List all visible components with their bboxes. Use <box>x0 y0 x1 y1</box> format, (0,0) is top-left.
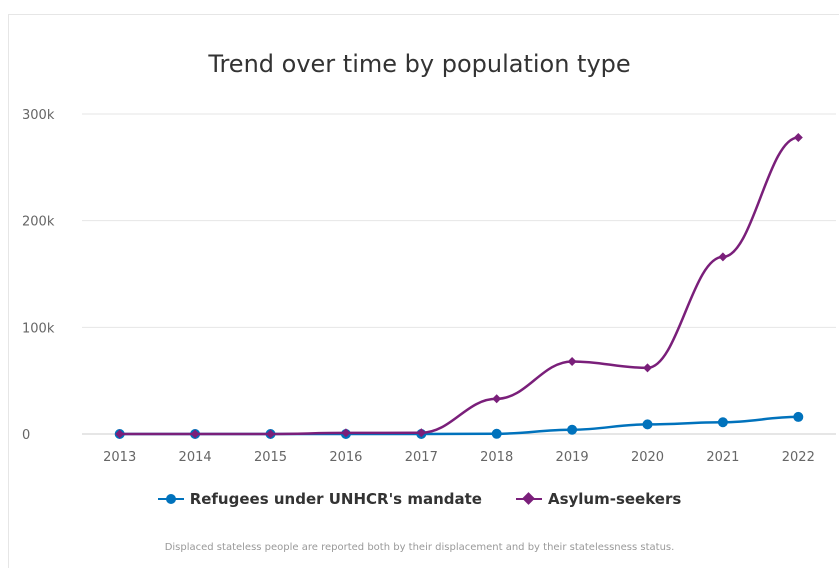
data-point <box>416 428 426 438</box>
x-tick-label: 2020 <box>631 450 664 465</box>
legend-diamond <box>522 492 535 505</box>
data-point <box>115 429 125 439</box>
data-point <box>642 419 653 430</box>
chart-footnote: Displaced stateless people are reported … <box>164 542 675 553</box>
x-tick-label: 2015 <box>254 450 287 465</box>
data-point <box>567 356 577 366</box>
legend-diamond-icon <box>515 492 542 505</box>
y-tick-label: 100k <box>22 321 55 336</box>
data-point <box>341 428 351 438</box>
data-point <box>190 429 200 439</box>
x-tick-label: 2019 <box>556 450 589 465</box>
legend-label-refugees: Refugees under UNHCR's mandate <box>189 490 482 508</box>
series-line <box>119 136 799 436</box>
x-tick-label: 2013 <box>103 450 136 465</box>
series-line <box>119 415 799 436</box>
data-point <box>793 411 804 422</box>
data-point <box>567 424 578 435</box>
legend-circle-icon <box>157 493 184 505</box>
chart-title: Trend over time by population type <box>208 50 631 78</box>
x-tick-label: 2018 <box>480 450 513 465</box>
legend-item-asylum-seekers[interactable]: Asylum-seekers <box>515 490 682 508</box>
data-point <box>491 428 502 439</box>
x-tick-label: 2014 <box>179 450 212 465</box>
y-tick-label: 0 <box>22 428 30 443</box>
x-tick-label: 2022 <box>782 450 815 465</box>
x-tick-label: 2017 <box>405 450 438 465</box>
legend-label-asylum-seekers: Asylum-seekers <box>547 490 682 508</box>
legend-dot <box>165 494 176 504</box>
chart-legend: Refugees under UNHCR's mandate Asylum-se… <box>0 490 839 508</box>
data-point <box>793 132 803 142</box>
y-tick-label: 300k <box>22 108 55 123</box>
data-point <box>717 417 728 428</box>
chart-frame <box>8 14 839 568</box>
data-point <box>643 363 652 373</box>
legend-item-refugees[interactable]: Refugees under UNHCR's mandate <box>157 490 482 508</box>
data-point <box>492 394 502 404</box>
x-tick-label: 2016 <box>329 450 362 465</box>
data-point <box>266 429 275 439</box>
y-tick-label: 200k <box>22 215 55 230</box>
x-tick-label: 2021 <box>706 450 739 465</box>
data-point <box>718 252 728 262</box>
